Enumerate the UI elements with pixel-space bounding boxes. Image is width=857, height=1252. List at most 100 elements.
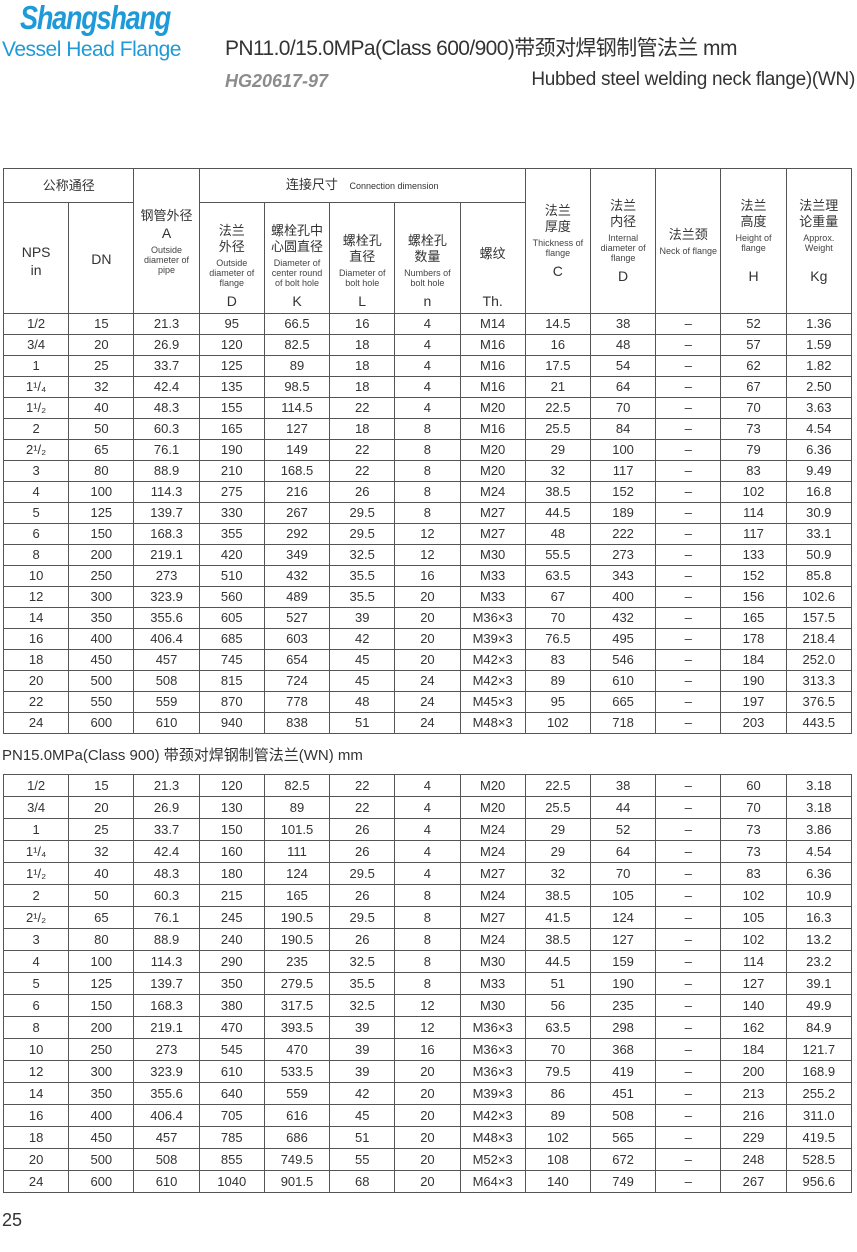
table-row: 3 80 88.9 210 168.5 22 8 M20 32 117–83 9.49: [2, 460, 853, 482]
cell-neck: –: [655, 649, 722, 671]
cell-flange-od: 125: [198, 355, 265, 377]
header-text: DN: [91, 250, 112, 267]
cell-bolt-circle: 98.5: [263, 376, 331, 398]
cell-neck: –: [655, 928, 722, 951]
cell-thickness: 41.5: [524, 906, 591, 929]
table-row: 4 100 114.3 290 235 32.5 8 M30 44.5 159–114 23.2: [2, 950, 853, 973]
cell-thickness: 140: [524, 1170, 591, 1193]
cell-pipe-od: 76.1: [133, 906, 200, 929]
table-row: 20 500 508 815 724 45 24 M42×3 89 610–190 313.3: [2, 670, 853, 692]
cell-thread: M42×3: [459, 649, 526, 671]
cell-nps: 1¹/₂: [2, 862, 70, 885]
cell-bolt-hole: 26: [329, 928, 396, 951]
cell-bolt-number: 8: [394, 906, 461, 929]
cell-dn: 500: [68, 670, 135, 692]
cell-nps: 2¹/₂: [2, 439, 70, 461]
cell-thickness: 70: [524, 1038, 591, 1061]
header-bolt-number: 螺栓孔数量 Numbers of bolt hole n: [394, 202, 461, 314]
cell-height: 73: [720, 818, 787, 841]
cell-height: 102: [720, 928, 787, 951]
cell-thread: M24: [459, 481, 526, 503]
cell-flange-od: 470: [198, 1016, 265, 1039]
table1-body: 1/2 15 21.3 95 66.5 16 4 M14 14.5 38–52 1.36 3/4 20 2…: [2, 313, 853, 734]
cell-bolt-circle: 838: [263, 712, 331, 734]
cell-flange-od: 330: [198, 502, 265, 524]
cell-thickness: 63.5: [524, 565, 591, 587]
cell-flange-od: 130: [198, 796, 265, 819]
cell-thread: M33: [459, 565, 526, 587]
cell-height: 184: [720, 1038, 787, 1061]
cell-bolt-hole: 35.5: [329, 972, 396, 995]
cell-bolt-number: 24: [394, 670, 461, 692]
cell-bolt-circle: 89: [263, 796, 331, 819]
cell-dn: 80: [68, 460, 135, 482]
cell-thread: M20: [459, 460, 526, 482]
cell-flange-od: 165: [198, 418, 265, 440]
cell-dn: 20: [68, 796, 135, 819]
cell-bolt-hole: 22: [329, 774, 396, 797]
cell-bolt-number: 12: [394, 994, 461, 1017]
cell-neck: –: [655, 1148, 722, 1171]
cell-thickness: 29: [524, 439, 591, 461]
cell-neck: –: [655, 712, 722, 734]
cell-bolt-circle: 216: [263, 481, 331, 503]
cell-inner-diameter: 70: [589, 862, 657, 885]
cell-inner-diameter: 610: [589, 670, 657, 692]
cell-inner-diameter: 718: [589, 712, 657, 734]
cell-pipe-od: 355.6: [133, 607, 200, 629]
cell-bolt-circle: 101.5: [263, 818, 331, 841]
cell-pipe-od: 42.4: [133, 376, 200, 398]
header-symbol: n: [423, 293, 432, 309]
cell-pipe-od: 457: [133, 649, 200, 671]
cell-inner-diameter: 672: [589, 1148, 657, 1171]
cell-neck: –: [655, 774, 722, 797]
cell-bolt-circle: 127: [263, 418, 331, 440]
cell-neck: –: [655, 565, 722, 587]
logo-brand: Shangshang: [20, 0, 171, 36]
cell-nps: 20: [2, 670, 70, 692]
cell-weight: 313.3: [785, 670, 853, 692]
cell-pipe-od: 88.9: [133, 460, 200, 482]
cell-dn: 300: [68, 1060, 135, 1083]
cell-dn: 32: [68, 376, 135, 398]
cell-thickness: 22.5: [524, 774, 591, 797]
cell-pipe-od: 33.7: [133, 818, 200, 841]
cell-inner-diameter: 152: [589, 481, 657, 503]
table-row: 2¹/₂ 65 76.1 190 149 22 8 M20 29 100–79 6.36: [2, 439, 853, 461]
cell-pipe-od: 219.1: [133, 544, 200, 566]
cell-weight: 168.9: [785, 1060, 853, 1083]
cell-dn: 125: [68, 502, 135, 524]
cell-neck: –: [655, 1038, 722, 1061]
header-inner-diameter: 法兰内径 Internal diameter of flange D: [589, 168, 657, 314]
cell-inner-diameter: 84: [589, 418, 657, 440]
cell-inner-diameter: 38: [589, 774, 657, 797]
cell-weight: 218.4: [785, 628, 853, 650]
cell-thread: M20: [459, 774, 526, 797]
cell-thread: M42×3: [459, 1104, 526, 1127]
cell-bolt-number: 24: [394, 691, 461, 713]
table-row: 16 400 406.4 685 603 42 20 M39×3 76.5 495–178 218.…: [2, 628, 853, 650]
cell-bolt-hole: 22: [329, 796, 396, 819]
cell-dn: 500: [68, 1148, 135, 1171]
cell-flange-od: 190: [198, 439, 265, 461]
cell-pipe-od: 406.4: [133, 628, 200, 650]
cell-dn: 600: [68, 712, 135, 734]
cell-neck: –: [655, 628, 722, 650]
cell-nps: 24: [2, 1170, 70, 1193]
cell-bolt-hole: 39: [329, 1016, 396, 1039]
cell-height: 105: [720, 906, 787, 929]
cell-pipe-od: 76.1: [133, 439, 200, 461]
cell-thread: M48×3: [459, 1126, 526, 1149]
cell-bolt-hole: 32.5: [329, 994, 396, 1017]
cell-bolt-circle: 267: [263, 502, 331, 524]
cell-inner-diameter: 64: [589, 840, 657, 863]
header-symbol: Th.: [482, 293, 503, 309]
cell-neck: –: [655, 460, 722, 482]
cell-height: 67: [720, 376, 787, 398]
header-flange-od: 法兰外径 Outside diameter of flange D: [198, 202, 265, 314]
cell-pipe-od: 508: [133, 1148, 200, 1171]
cell-flange-od: 855: [198, 1148, 265, 1171]
cell-weight: 255.2: [785, 1082, 853, 1105]
cell-bolt-number: 8: [394, 884, 461, 907]
cell-thickness: 25.5: [524, 796, 591, 819]
